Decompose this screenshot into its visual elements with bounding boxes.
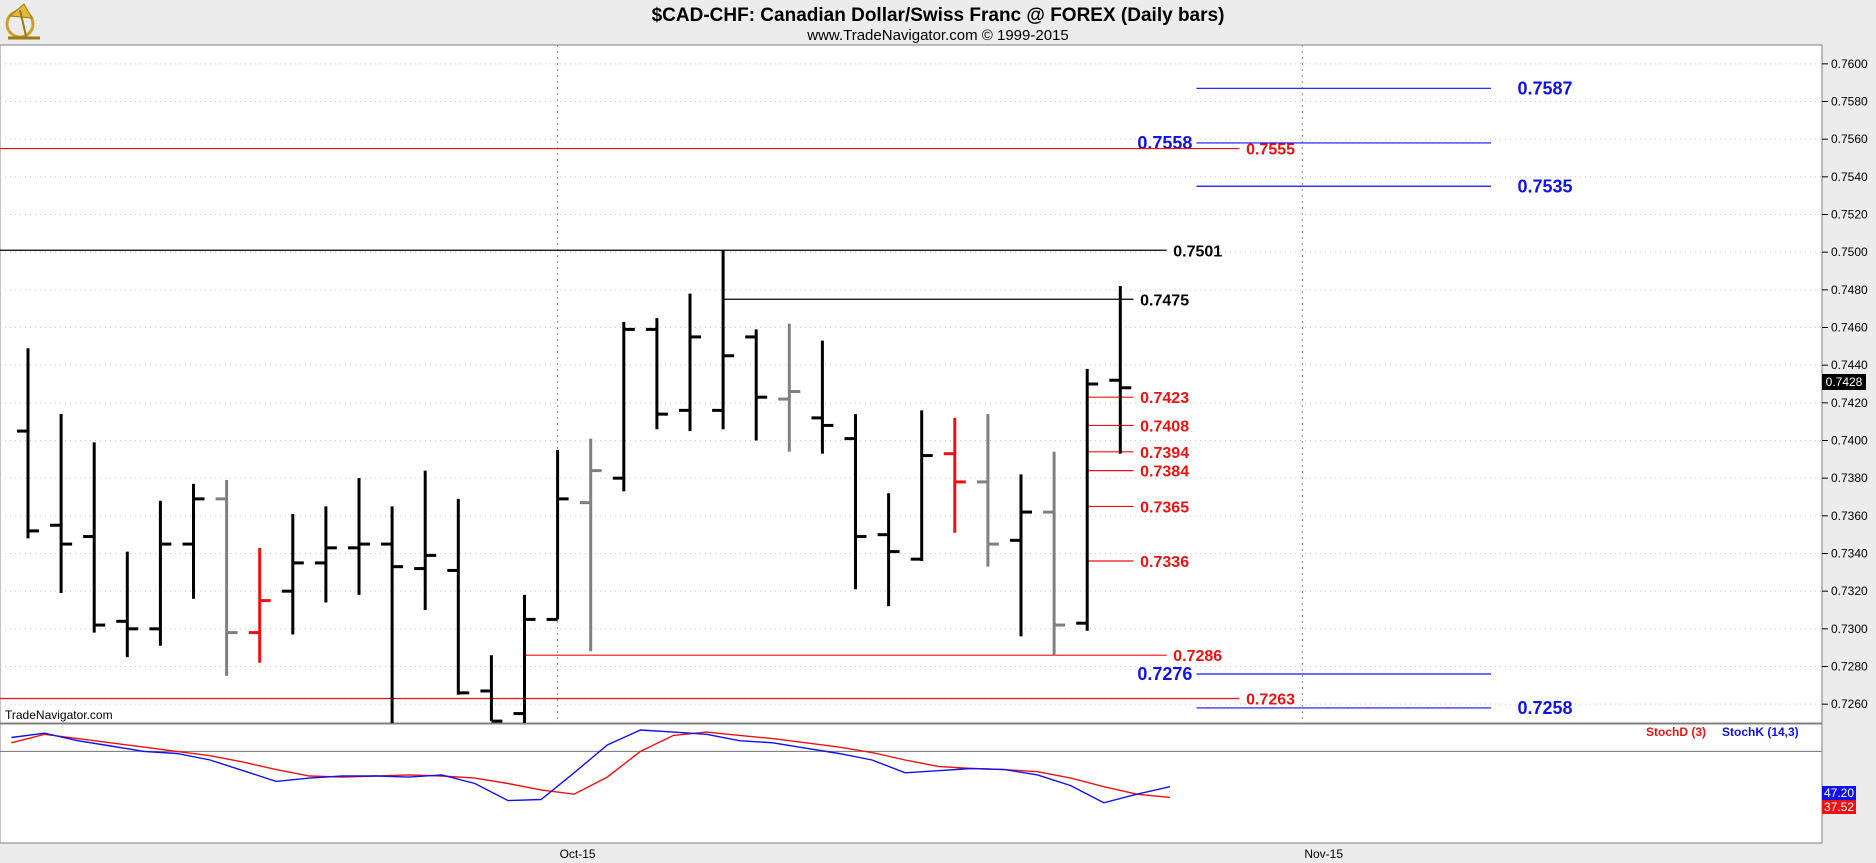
y-tick-label: 0.7580 xyxy=(1831,95,1868,109)
y-tick-label: 0.7480 xyxy=(1831,283,1868,297)
y-tick-label: 0.7600 xyxy=(1831,57,1868,71)
ohlc-bar xyxy=(877,493,900,607)
ohlc-bar xyxy=(149,500,172,646)
legend-stoch-k: StochK (14,3) xyxy=(1722,725,1799,739)
ohlc-bar xyxy=(248,547,271,663)
level-label-0.7501: 0.7501 xyxy=(1173,243,1222,260)
stoch-k-value-marker: 47.20 xyxy=(1822,786,1856,800)
y-tick-label: 0.7400 xyxy=(1831,434,1868,448)
level-label-0.7558: 0.7558 xyxy=(1137,133,1192,153)
level-label-0.7263: 0.7263 xyxy=(1246,692,1295,709)
level-label-0.7394: 0.7394 xyxy=(1140,445,1189,462)
y-tick-label: 0.7280 xyxy=(1831,660,1868,674)
ohlc-bar xyxy=(314,506,337,603)
y-tick-label: 0.7500 xyxy=(1831,245,1868,259)
stoch-d-value-marker: 37.52 xyxy=(1822,800,1856,814)
legend-stoch-d: StochD (3) xyxy=(1646,725,1706,739)
stochastic-grid xyxy=(0,724,1823,843)
ohlc-bar xyxy=(844,414,867,590)
ohlc-bar xyxy=(778,323,801,452)
level-label-0.7423: 0.7423 xyxy=(1140,390,1189,407)
ohlc-bar xyxy=(910,410,933,562)
ohlc-bar xyxy=(811,340,834,454)
ohlc-bar xyxy=(745,329,768,441)
stoch-k-line xyxy=(11,729,1171,804)
chart-title: $CAD-CHF: Canadian Dollar/Swiss Franc @ … xyxy=(652,5,1225,26)
y-tick-label: 0.7380 xyxy=(1831,471,1868,485)
date-axis: Oct-15 Nov-15 xyxy=(560,847,1344,861)
stoch-k-value: 47.20 xyxy=(1824,786,1854,800)
stoch-d-value: 37.52 xyxy=(1824,800,1854,814)
y-tick-label: 0.7340 xyxy=(1831,547,1868,561)
level-label-0.7258: 0.7258 xyxy=(1518,698,1573,718)
y-tick-label: 0.7360 xyxy=(1831,509,1868,523)
ohlc-bar xyxy=(348,478,370,595)
ohlc-bar xyxy=(1043,451,1066,656)
ohlc-bars xyxy=(17,250,1132,723)
level-label-0.7365: 0.7365 xyxy=(1140,499,1189,516)
ohlc-bar xyxy=(513,594,536,723)
ohlc-bar xyxy=(215,480,238,676)
ohlc-bar xyxy=(1010,474,1032,637)
level-label-0.7276: 0.7276 xyxy=(1137,664,1192,684)
ohlc-bar xyxy=(1109,286,1132,454)
y-tick-label: 0.7300 xyxy=(1831,622,1868,636)
ohlc-bar xyxy=(579,438,602,652)
stochastic-lines xyxy=(11,729,1171,804)
ohlc-bar xyxy=(976,414,999,567)
y-tick-label: 0.7560 xyxy=(1831,132,1868,146)
ohlc-bar xyxy=(182,483,205,599)
ohlc-bar xyxy=(83,442,106,633)
price-levels: 0.7587 0.7558 0.7555 0.7535 0.7501 0.7475 0.74… xyxy=(0,78,1573,718)
y-tick-label: 0.7260 xyxy=(1831,697,1868,711)
level-label-0.7336: 0.7336 xyxy=(1140,554,1189,571)
price-panel xyxy=(0,44,1823,724)
y-tick-label: 0.7440 xyxy=(1831,358,1868,372)
price-axis: 0.7600 0.7580 0.7560 0.7540 0.7520 0.7500 0.74… xyxy=(1821,45,1868,723)
trade-navigator-logo-icon xyxy=(5,3,40,40)
ohlc-bar xyxy=(679,293,701,432)
ohlc-bar xyxy=(645,318,668,430)
ohlc-bar xyxy=(17,348,39,539)
ohlc-bar xyxy=(414,470,437,610)
ohlc-bar xyxy=(1076,368,1099,631)
level-label-0.7555: 0.7555 xyxy=(1246,142,1295,159)
y-tick-label: 0.7460 xyxy=(1831,321,1868,335)
y-tick-label: 0.7320 xyxy=(1831,584,1868,598)
x-tick-label: Nov-15 xyxy=(1304,847,1343,861)
last-price-label: 0.7428 xyxy=(1826,375,1863,389)
price-grid xyxy=(0,45,1822,843)
x-tick-label: Oct-15 xyxy=(560,847,596,861)
ohlc-bar xyxy=(546,449,569,621)
ohlc-bar xyxy=(943,417,966,533)
level-label-0.7384: 0.7384 xyxy=(1140,464,1189,481)
y-tick-label: 0.7420 xyxy=(1831,396,1868,410)
ohlc-bar xyxy=(447,498,470,695)
ohlc-bar xyxy=(281,513,304,635)
stochastic-panel xyxy=(0,723,1823,844)
chart-subtitle: www.TradeNavigator.com © 1999-2015 xyxy=(806,27,1068,44)
level-label-0.7475: 0.7475 xyxy=(1140,292,1189,309)
watermark: TradeNavigator.com xyxy=(5,708,113,722)
ohlc-bar xyxy=(480,655,503,723)
ohlc-bar xyxy=(50,414,73,594)
last-price-marker: 0.7428 xyxy=(1822,374,1866,390)
ohlc-bar xyxy=(712,250,735,430)
level-label-0.7587: 0.7587 xyxy=(1518,78,1573,98)
level-label-0.7408: 0.7408 xyxy=(1140,418,1189,435)
ohlc-bar xyxy=(612,321,635,492)
level-label-0.7286: 0.7286 xyxy=(1173,648,1222,665)
y-tick-label: 0.7520 xyxy=(1831,208,1868,222)
ohlc-bar xyxy=(381,506,404,723)
level-label-0.7535: 0.7535 xyxy=(1518,176,1573,196)
ohlc-bar xyxy=(116,551,139,658)
y-tick-label: 0.7540 xyxy=(1831,170,1868,184)
